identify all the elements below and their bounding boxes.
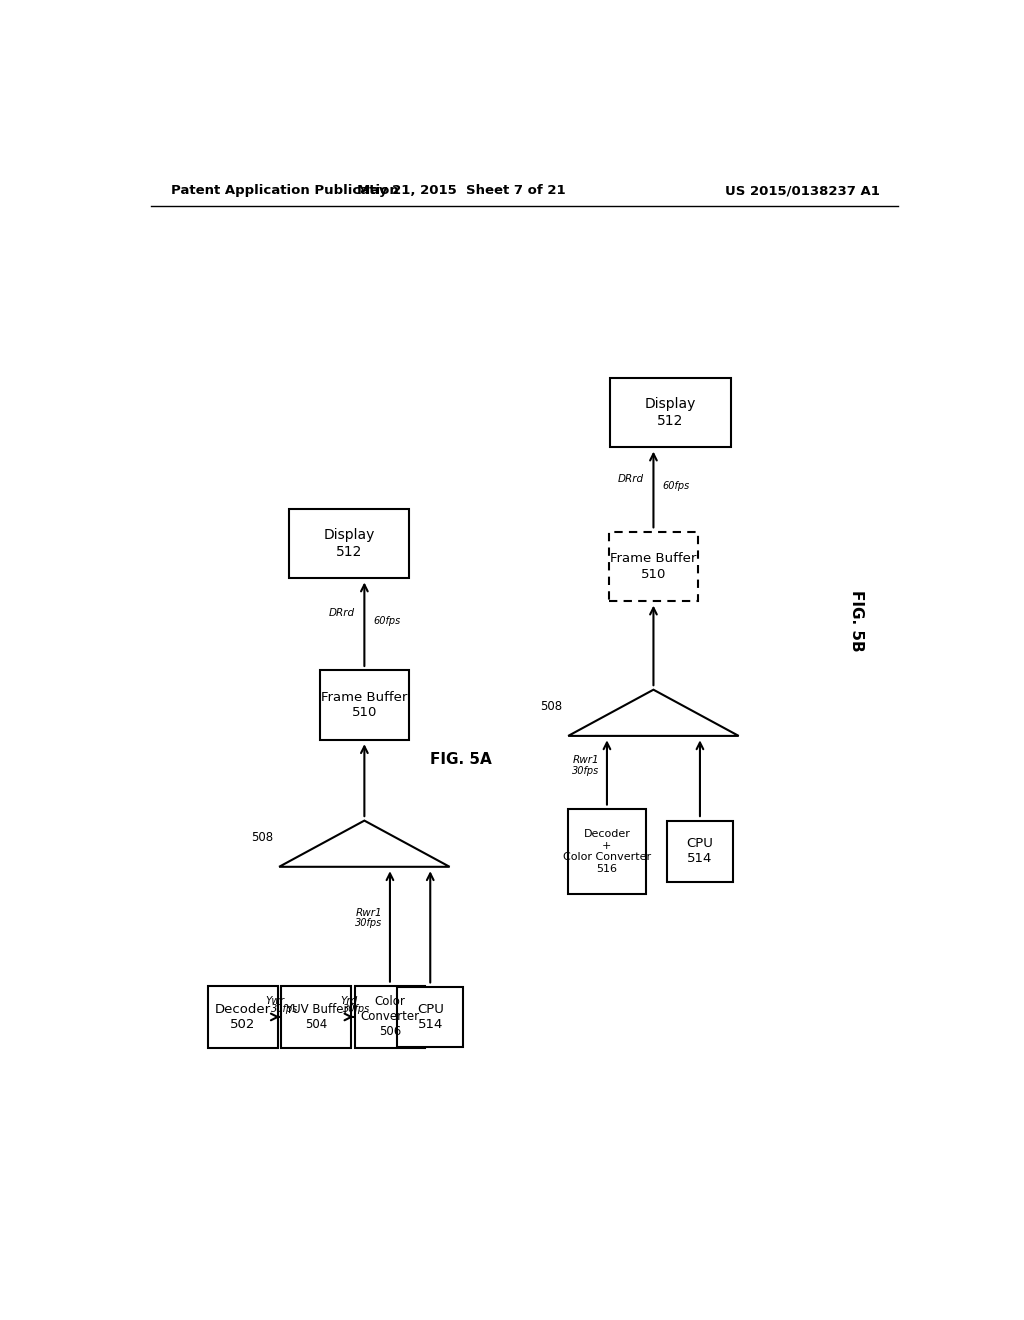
Text: Frame Buffer
510: Frame Buffer 510 [322, 692, 408, 719]
FancyBboxPatch shape [282, 986, 351, 1048]
Text: Frame Buffer
510: Frame Buffer 510 [610, 553, 696, 581]
Text: 60fps: 60fps [663, 482, 690, 491]
Text: Patent Application Publication: Patent Application Publication [171, 185, 398, 197]
Text: Display
512: Display 512 [645, 397, 696, 428]
Text: FIG. 5B: FIG. 5B [849, 590, 864, 651]
Text: May 21, 2015  Sheet 7 of 21: May 21, 2015 Sheet 7 of 21 [357, 185, 565, 197]
FancyBboxPatch shape [610, 378, 730, 447]
Text: Ywr: Ywr [265, 997, 285, 1006]
FancyBboxPatch shape [609, 532, 698, 601]
Text: CPU
514: CPU 514 [417, 1003, 443, 1031]
Text: 30fps: 30fps [343, 1005, 371, 1014]
Text: 30fps: 30fps [270, 1005, 298, 1014]
FancyBboxPatch shape [208, 986, 278, 1048]
Text: Decoder
502: Decoder 502 [215, 1003, 270, 1031]
FancyBboxPatch shape [355, 986, 425, 1048]
Text: Yrd: Yrd [341, 997, 357, 1006]
Text: 508: 508 [540, 700, 562, 713]
FancyBboxPatch shape [319, 671, 409, 739]
Text: DRrd: DRrd [618, 474, 644, 483]
FancyBboxPatch shape [289, 508, 409, 578]
Text: 60fps: 60fps [374, 616, 401, 626]
Text: Color
Converter
506: Color Converter 506 [360, 995, 420, 1039]
FancyBboxPatch shape [568, 809, 646, 894]
Text: Decoder
+
Color Converter
516: Decoder + Color Converter 516 [563, 829, 651, 874]
Text: CPU
514: CPU 514 [686, 837, 714, 866]
FancyBboxPatch shape [667, 821, 733, 882]
Text: 30fps: 30fps [572, 766, 599, 776]
Text: YUV Buffer
504: YUV Buffer 504 [285, 1003, 348, 1031]
Text: 30fps: 30fps [355, 919, 382, 928]
Text: DRrd: DRrd [329, 609, 355, 619]
Text: US 2015/0138237 A1: US 2015/0138237 A1 [725, 185, 880, 197]
Text: FIG. 5A: FIG. 5A [430, 751, 493, 767]
Text: Rwr1: Rwr1 [572, 755, 599, 766]
FancyBboxPatch shape [397, 987, 463, 1047]
Text: Display
512: Display 512 [324, 528, 375, 558]
Text: 508: 508 [251, 832, 273, 843]
Text: Rwr1: Rwr1 [355, 908, 382, 917]
